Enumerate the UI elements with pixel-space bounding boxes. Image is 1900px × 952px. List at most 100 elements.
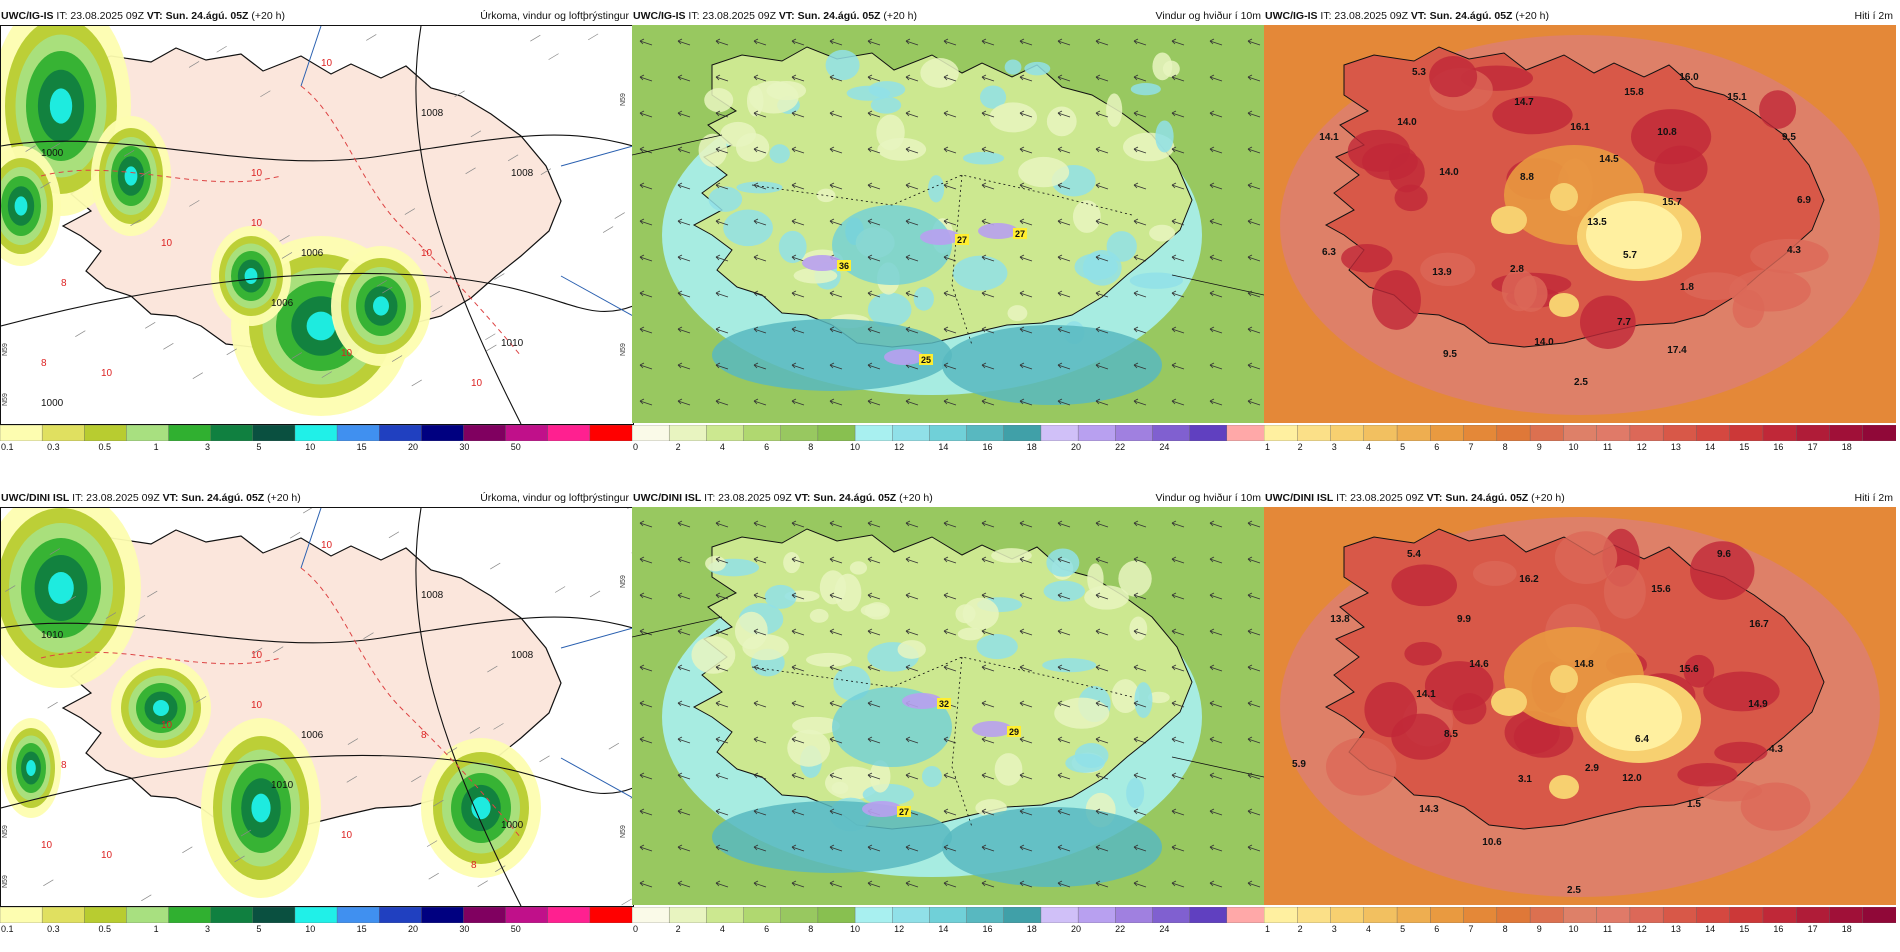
isobar-label: 1010 bbox=[41, 630, 64, 641]
map-image: 1008100610101008100010101010101088101010… bbox=[1, 508, 633, 906]
color-scale-swatch bbox=[631, 424, 670, 442]
color-scale-tick-label: 30 bbox=[459, 442, 470, 452]
temperature-value-label: 15.6 bbox=[1651, 584, 1671, 595]
init-time: IT: 23.08.2025 09Z bbox=[1336, 492, 1424, 504]
color-scale-swatch bbox=[1762, 424, 1797, 442]
color-scale-tick-label: 6 bbox=[764, 442, 770, 452]
color-scale-tick-label: 9 bbox=[1536, 442, 1542, 452]
color-scale-tick-label: 17 bbox=[1807, 442, 1818, 452]
precip-contour-label: 10 bbox=[251, 218, 263, 229]
color-scale-ticks: 0.1 0.3 0.5 1 3 5 10 15 20 30 50 bbox=[0, 442, 632, 454]
color-scale-tick-label: 6 bbox=[1434, 442, 1440, 452]
map-area[interactable]: 32 29 27 bbox=[632, 507, 1264, 905]
color-scale-tick-label: 14 bbox=[1705, 924, 1716, 934]
temperature-value-label: 5.9 bbox=[1292, 759, 1306, 770]
temperature-value-label: 2.9 bbox=[1585, 763, 1599, 774]
color-scale-tick-label: 12 bbox=[1636, 442, 1647, 452]
color-scale-swatch bbox=[780, 906, 819, 924]
valid-time-label: VT: bbox=[778, 10, 795, 22]
temperature-value-label: 13.8 bbox=[1330, 614, 1350, 625]
color-scale-tick-label: 0.1 bbox=[1, 442, 14, 452]
model-name: UWC/DINI ISL bbox=[1265, 492, 1334, 504]
color-scale-tick-label: 4 bbox=[1365, 924, 1371, 934]
map-panel-precip: UWC/IG-IS IT: 23.08.2025 09Z VT: Sun. 24… bbox=[0, 8, 634, 470]
color-scale-swatch bbox=[706, 424, 745, 442]
temperature-value-label: 3.1 bbox=[1518, 774, 1532, 785]
temperature-value-label: 15.6 bbox=[1679, 664, 1699, 675]
temperature-value-label: 14.0 bbox=[1534, 337, 1554, 348]
map-area[interactable]: 5.3 16.0 14.7 15.8 15.1 14.0 16.1 10.8 9.5 14.1 14… bbox=[1264, 25, 1896, 423]
temperature-value-label: 8.8 bbox=[1520, 172, 1534, 183]
map-area[interactable]: 1008 1006 1000 1008 1010 1006 1000 10 10 10 10 10 10… bbox=[0, 25, 634, 425]
color-scale-tick-label: 13 bbox=[1670, 442, 1681, 452]
color-scale-swatch bbox=[1696, 424, 1731, 442]
map-area[interactable]: 36 27 27 25 bbox=[632, 25, 1264, 423]
color-scale-ticks: 0 2 4 6 8 10 12 14 16 18 20 22 24 bbox=[632, 924, 1264, 936]
color-scale-tick-label: 18 bbox=[1026, 442, 1037, 452]
color-scale-tick-label: 2 bbox=[1297, 442, 1303, 452]
color-scale-tick-label: 10 bbox=[305, 924, 316, 934]
color-scale-swatch bbox=[421, 424, 465, 442]
color-scale-swatch bbox=[1430, 424, 1465, 442]
color-scale-tick-label: 10 bbox=[1568, 924, 1579, 934]
color-scale-tick-label: 2 bbox=[675, 442, 681, 452]
color-scale-swatch bbox=[1463, 424, 1498, 442]
color-scale-swatch bbox=[1396, 906, 1432, 924]
color-scale-swatch bbox=[547, 906, 591, 924]
map-panel-wind: UWC/IG-IS IT: 23.08.2025 09Z VT: Sun. 24… bbox=[631, 8, 1265, 470]
color-scale-swatch bbox=[589, 424, 633, 442]
temperature-value-label: 4.3 bbox=[1769, 744, 1783, 755]
isobar-label: 1000 bbox=[41, 148, 64, 159]
color-scale-swatch bbox=[84, 424, 128, 442]
color-scale-swatch bbox=[1040, 424, 1079, 442]
color-scale-swatch bbox=[252, 906, 296, 924]
color-scale-tick-label: 8 bbox=[808, 442, 814, 452]
color-scale-swatch bbox=[505, 424, 549, 442]
color-scale-tick-label: 0.3 bbox=[47, 442, 60, 452]
color-scale-swatch bbox=[631, 906, 670, 924]
color-scale-swatch bbox=[1629, 424, 1664, 442]
temperature-value-label: 14.7 bbox=[1514, 97, 1534, 108]
color-scale-swatch bbox=[421, 906, 465, 924]
isobar-label: 1008 bbox=[511, 168, 534, 179]
valid-time: Sun. 24.ágú. 05Z bbox=[181, 492, 265, 504]
gust-value-label: 27 bbox=[1015, 229, 1025, 239]
temperature-value-label: 13.9 bbox=[1432, 267, 1452, 278]
color-scale-swatch bbox=[1226, 424, 1265, 442]
color-scale-swatch bbox=[1662, 424, 1698, 442]
isobar-label: 1008 bbox=[421, 590, 444, 601]
panel-header: UWC/DINI ISL IT: 23.08.2025 09Z VT: Sun.… bbox=[1264, 490, 1896, 506]
color-scale-tick-label: 24 bbox=[1159, 442, 1170, 452]
valid-time: Sun. 24.ágú. 05Z bbox=[165, 10, 249, 22]
temperature-value-label: 14.5 bbox=[1599, 154, 1619, 165]
temperature-value-label: 14.9 bbox=[1748, 699, 1768, 710]
color-scale-swatch bbox=[1077, 424, 1116, 442]
color-scale-swatch bbox=[379, 906, 423, 924]
model-name: UWC/IG-IS bbox=[1, 10, 54, 22]
color-scale-swatch bbox=[1297, 906, 1332, 924]
color-scale-swatch bbox=[966, 424, 1005, 442]
color-scale-tick-label: 16 bbox=[1773, 442, 1784, 452]
map-area[interactable]: 1008 1006 1010 1008 1000 1010 10 10 10 10 8 8 10 10 10… bbox=[0, 507, 634, 907]
valid-time-label: VT: bbox=[1410, 10, 1427, 22]
map-area[interactable]: 5.4 9.6 16.2 15.6 13.8 9.9 16.7 14.6 14.8 15.6 14.… bbox=[1264, 507, 1896, 905]
precip-contour-label: 10 bbox=[341, 830, 353, 841]
color-scale-tick-label: 1 bbox=[1265, 924, 1271, 934]
temperature-value-label: 14.0 bbox=[1439, 167, 1459, 178]
panel-run-info: UWC/IG-IS IT: 23.08.2025 09Z VT: Sun. 24… bbox=[1, 8, 285, 24]
color-scale-tick-label: 8 bbox=[1502, 924, 1508, 934]
color-scale-tick-label: 11 bbox=[1602, 442, 1613, 452]
color-scale-tick-label: 11 bbox=[1602, 924, 1613, 934]
color-scale-swatch bbox=[1263, 424, 1298, 442]
color-scale-swatch bbox=[41, 424, 85, 442]
model-name: UWC/IG-IS bbox=[633, 10, 686, 22]
temperature-value-label: 5.4 bbox=[1407, 549, 1421, 560]
temperature-value-label: 6.4 bbox=[1635, 734, 1649, 745]
precip-contour-label: 10 bbox=[251, 700, 263, 711]
precip-contour-label: 8 bbox=[421, 730, 427, 741]
color-scale-tick-label: 10 bbox=[849, 442, 860, 452]
temperature-value-label: 10.8 bbox=[1657, 127, 1677, 138]
color-scale-bar bbox=[0, 424, 633, 442]
latitude-label: N59 bbox=[2, 343, 9, 356]
temperature-value-label: 12.0 bbox=[1622, 773, 1642, 784]
